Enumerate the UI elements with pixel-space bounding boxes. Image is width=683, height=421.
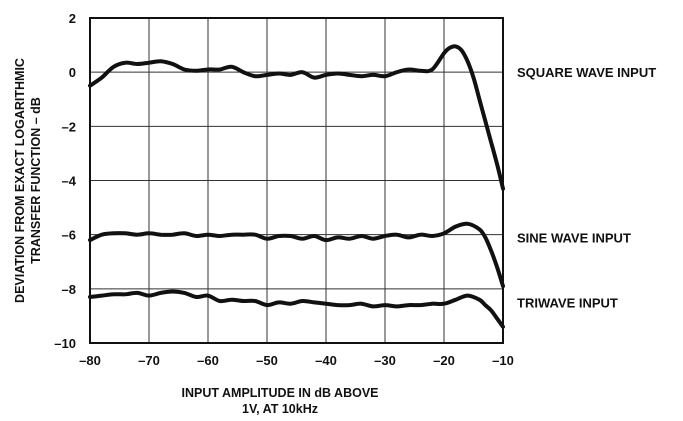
y-tick-label: –4: [62, 174, 77, 189]
y-axis-title: DEVIATION FROM EXACT LOGARITHMIC TRANSFER…: [13, 58, 43, 303]
series-line-2: [88, 289, 505, 329]
x-tick-label: –70: [138, 353, 160, 368]
y-tick-label: –10: [54, 336, 76, 351]
series-lines: [88, 44, 505, 329]
x-tick-label: –20: [433, 353, 455, 368]
series-line-0: [88, 44, 505, 191]
x-tick-label: –50: [256, 353, 278, 368]
x-axis-title: INPUT AMPLITUDE IN dB ABOVE: [182, 386, 379, 400]
x-tick-label: –80: [79, 353, 101, 368]
y-tick-label: –2: [62, 119, 76, 134]
series-labels: SQUARE WAVE INPUT SINE WAVE INPUT TRIWAVE …: [517, 65, 656, 310]
series-label: SINE WAVE INPUT: [517, 230, 631, 245]
x-tick-label: –30: [374, 353, 396, 368]
y-axis-title-line: TRANSFER FUNCTION – dB: [29, 97, 43, 264]
x-tick-label: –40: [315, 353, 337, 368]
y-axis-title-line: DEVIATION FROM EXACT LOGARITHMIC: [13, 58, 27, 303]
series-line-1: [88, 221, 505, 289]
y-tick-label: 2: [69, 11, 76, 26]
axis-titles: INPUT AMPLITUDE IN dB ABOVE 1V, AT 10kHz D…: [13, 58, 379, 416]
x-tick-label: –10: [492, 353, 514, 368]
x-axis-title: 1V, AT 10kHz: [242, 402, 318, 416]
tick-labels: –80 –70 –60 –50 –40 –30 –20 –10–10–8–6–4–202: [54, 11, 514, 368]
series-label: TRIWAVE INPUT: [517, 295, 618, 310]
y-tick-label: –8: [62, 282, 76, 297]
y-tick-label: 0: [69, 65, 76, 80]
y-tick-label: –6: [62, 228, 76, 243]
series-label: SQUARE WAVE INPUT: [517, 65, 656, 80]
x-tick-label: –60: [197, 353, 219, 368]
